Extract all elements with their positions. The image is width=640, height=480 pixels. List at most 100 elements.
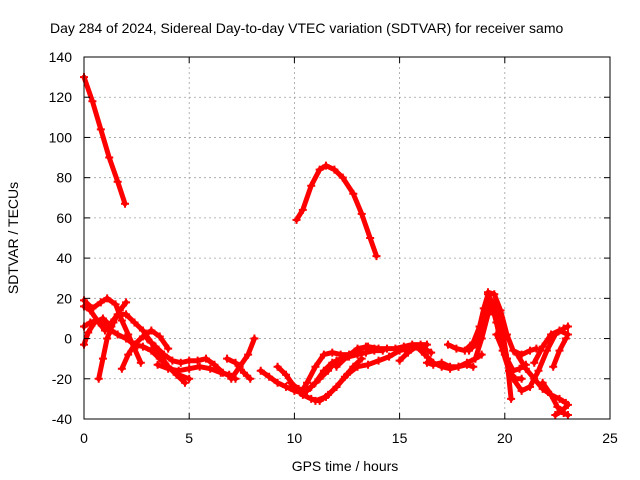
data-point [121,199,130,208]
data-point [357,209,366,218]
data-point [159,350,168,359]
data-point [94,374,103,383]
data-point [88,97,97,106]
series-line-s1 [81,74,128,207]
y-tick-label: -40 [52,411,72,427]
data-point [321,161,330,170]
data-point [117,316,126,325]
data-point [168,356,177,365]
data-point [136,358,145,367]
data-point [273,362,282,371]
data-point [549,362,558,371]
data-point [311,378,320,387]
data-point [332,362,341,371]
plot-frame [83,56,611,420]
y-tick-label: -20 [52,371,72,387]
data-point [281,382,290,391]
data-point [96,298,105,307]
data-point [555,346,564,355]
data-point [151,342,160,351]
data-point [138,342,147,351]
data-point [563,322,572,331]
x-tick-label: 15 [392,430,408,446]
data-point [307,181,316,190]
data-point [84,328,93,337]
data-point [547,390,556,399]
data-point [446,362,455,371]
data-point [227,374,236,383]
axis-ticks [83,56,611,420]
data-point [122,298,131,307]
data-point [86,306,95,315]
y-axis-label: SDTVAR / TECUs [5,182,21,294]
y-tick-label: 120 [49,89,73,105]
data-point [343,370,351,379]
data-point [155,332,164,341]
data-point [469,362,478,371]
data-point [353,344,362,353]
data-point [292,215,301,224]
data-point [526,346,535,355]
data-point [90,318,99,327]
data-point [231,358,240,367]
y-tick-label: 60 [56,210,72,226]
data-point [315,165,324,174]
data-point [311,396,320,405]
data-point [338,173,347,182]
data-point [244,350,253,359]
y-tick-label: 80 [56,170,72,186]
data-point [483,310,492,319]
data-point [180,378,189,387]
data-point [330,165,339,174]
data-point [298,390,307,399]
data-point [420,350,429,359]
data-point [465,346,474,355]
data-point [563,410,572,419]
data-point [124,350,133,359]
data-point [483,288,492,297]
data-point [281,370,290,379]
data-point [96,125,105,134]
data-point [462,358,471,367]
data-point [105,153,114,162]
data-point [502,330,511,339]
y-tick-label: 40 [56,250,72,266]
x-tick-label: 25 [602,430,618,446]
series-line-s2 [294,163,379,259]
data-point [507,394,516,403]
y-tick-labels: -40 -20 0 20 40 60 80 100 120 140 [49,49,73,427]
data-point [185,356,194,365]
data-point [454,362,463,371]
data-point [429,360,438,369]
data-point [496,306,505,315]
data-point [471,354,480,363]
y-tick-label: 100 [49,129,73,145]
data-point [353,362,362,371]
x-tick-labels: 0 5 10 15 20 25 [80,430,618,446]
data-point [130,340,139,349]
data-point [239,368,248,377]
data-point [210,360,219,369]
data-point [517,374,526,383]
data-point [202,354,211,363]
data-point [404,348,413,357]
data-point [530,358,539,367]
data-point [265,372,274,381]
data-point [427,348,436,357]
data-point [555,326,564,335]
data-point [216,368,225,377]
data-point [303,378,312,387]
data-point [303,386,312,395]
data-point [147,326,156,335]
data-point [319,366,328,375]
data-point [155,354,164,363]
data-point [530,374,539,383]
data-point [176,358,185,367]
data-point [364,342,373,351]
x-tick-label: 5 [185,430,193,446]
data-point [250,334,259,343]
x-tick-label: 10 [287,430,303,446]
data-point [98,314,107,323]
y-tick-label: 0 [64,331,72,347]
data-point [307,394,316,403]
